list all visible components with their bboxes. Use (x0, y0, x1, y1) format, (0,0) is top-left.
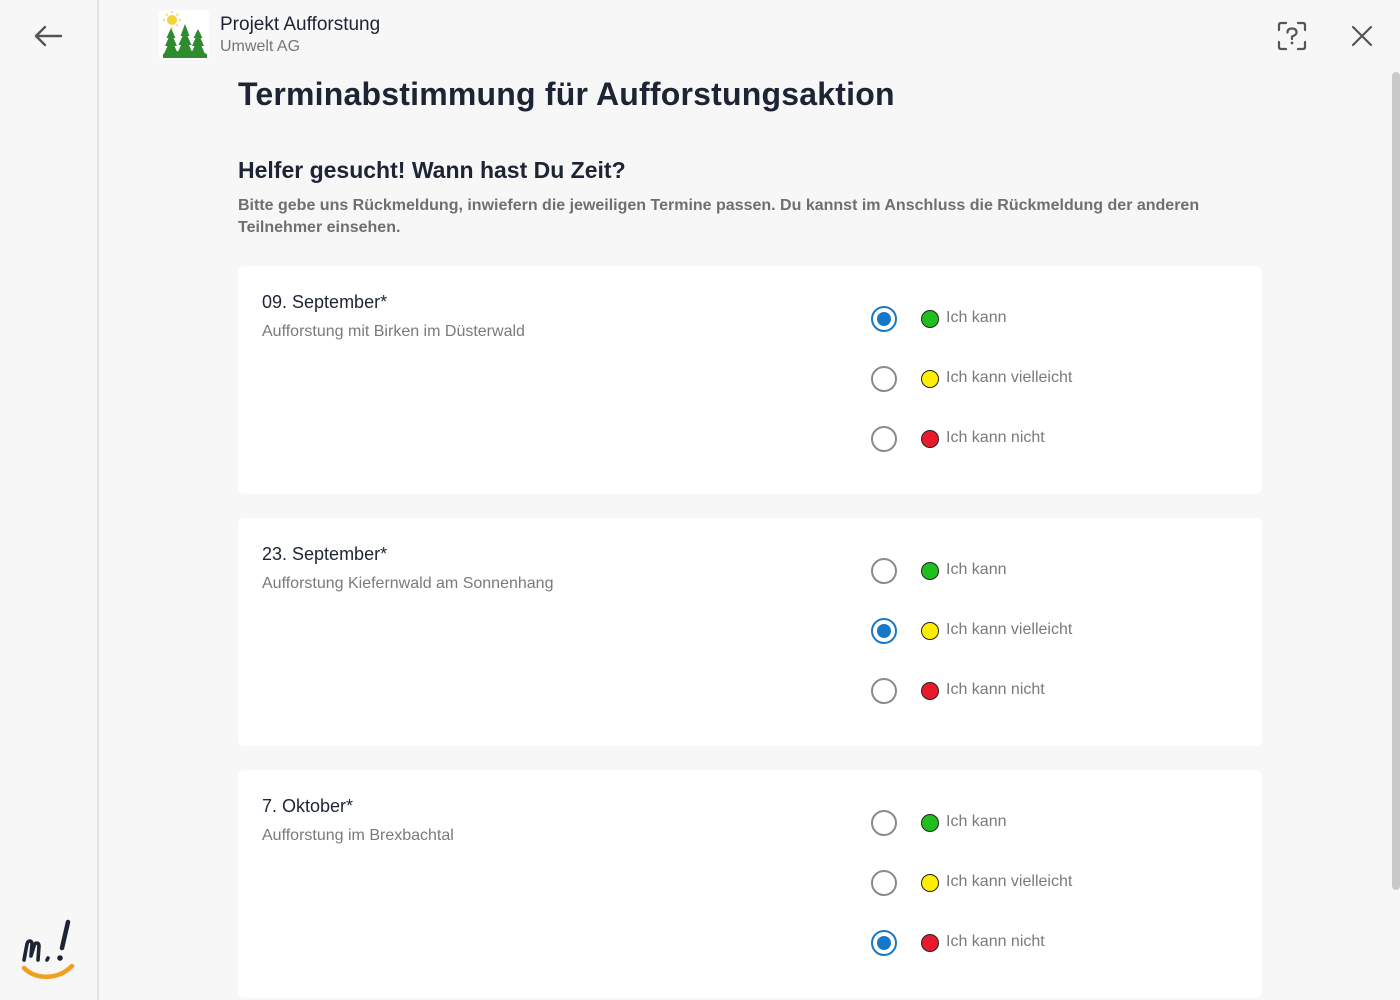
forest-sun-icon (159, 10, 209, 60)
response-option[interactable]: Ich kann vielleicht (871, 618, 1131, 678)
response-label: Ich kann vielleicht (946, 873, 1073, 890)
response-radio[interactable] (871, 306, 897, 332)
response-label: Ich kann (946, 813, 1007, 830)
response-options: Ich kann Ich kann vielleicht Ich kann nich… (871, 306, 1131, 486)
status-dot-icon (921, 430, 939, 448)
date-label: 7. Oktober* (262, 796, 354, 816)
date-description: Aufforstung mit Birken im Düsterwald (262, 323, 525, 340)
status-dot-icon (921, 622, 939, 640)
section-title: Helfer gesucht! Wann hast Du Zeit? (238, 157, 626, 183)
response-label: Ich kann (946, 309, 1007, 326)
response-label: Ich kann (946, 561, 1007, 578)
status-dot-icon (921, 934, 939, 952)
date-label: 23. September* (262, 544, 388, 564)
arrow-left-icon (34, 25, 63, 47)
response-radio[interactable] (871, 870, 897, 896)
response-radio[interactable] (871, 366, 897, 392)
date-card: 09. September* Aufforstung mit Birken im … (238, 266, 1262, 494)
response-radio[interactable] (871, 810, 897, 836)
response-option[interactable]: Ich kann (871, 558, 1131, 618)
date-card: 7. Oktober* Aufforstung im Brexbachtal Ich… (238, 770, 1262, 998)
date-label: 09. September* (262, 292, 388, 312)
header: Projekt Aufforstung Umwelt AG (99, 0, 1400, 72)
response-radio[interactable] (871, 558, 897, 584)
close-button[interactable] (1344, 18, 1380, 54)
response-label: Ich kann vielleicht (946, 369, 1073, 386)
response-radio[interactable] (871, 930, 897, 956)
page-title: Terminabstimmung für Aufforstungsaktion (238, 76, 895, 112)
main-content: Terminabstimmung für Aufforstungsaktion … (238, 72, 1262, 998)
close-icon (1351, 25, 1373, 47)
status-dot-icon (921, 562, 939, 580)
response-radio[interactable] (871, 426, 897, 452)
brand-logo-icon (21, 919, 75, 979)
response-option[interactable]: Ich kann vielleicht (871, 870, 1131, 930)
date-card: 23. September* Aufforstung Kiefernwald am… (238, 518, 1262, 746)
response-option[interactable]: Ich kann nicht (871, 930, 1131, 990)
response-label: Ich kann nicht (946, 681, 1045, 698)
response-option[interactable]: Ich kann nicht (871, 678, 1131, 738)
app-subtitle: Umwelt AG (220, 38, 301, 55)
response-option[interactable]: Ich kann (871, 306, 1131, 366)
left-rail (0, 0, 99, 1000)
response-options: Ich kann Ich kann vielleicht Ich kann nich… (871, 558, 1131, 738)
response-option[interactable]: Ich kann vielleicht (871, 366, 1131, 426)
help-button[interactable] (1274, 18, 1310, 54)
status-dot-icon (921, 682, 939, 700)
date-description: Aufforstung im Brexbachtal (262, 827, 454, 844)
status-dot-icon (921, 874, 939, 892)
response-radio[interactable] (871, 678, 897, 704)
scrollbar[interactable] (1392, 72, 1400, 890)
back-button[interactable] (28, 20, 68, 52)
status-dot-icon (921, 310, 939, 328)
section-description: Bitte gebe uns Rückmeldung, inwiefern di… (238, 197, 1200, 236)
response-options: Ich kann Ich kann vielleicht Ich kann nich… (871, 810, 1131, 990)
question-frame-icon (1277, 21, 1307, 51)
response-option[interactable]: Ich kann (871, 810, 1131, 870)
response-label: Ich kann vielleicht (946, 621, 1073, 638)
status-dot-icon (921, 370, 939, 388)
response-radio[interactable] (871, 618, 897, 644)
response-label: Ich kann nicht (946, 933, 1045, 950)
response-option[interactable]: Ich kann nicht (871, 426, 1131, 486)
status-dot-icon (921, 814, 939, 832)
date-description: Aufforstung Kiefernwald am Sonnenhang (262, 575, 554, 592)
app-title: Projekt Aufforstung (220, 14, 381, 35)
response-label: Ich kann nicht (946, 429, 1045, 446)
